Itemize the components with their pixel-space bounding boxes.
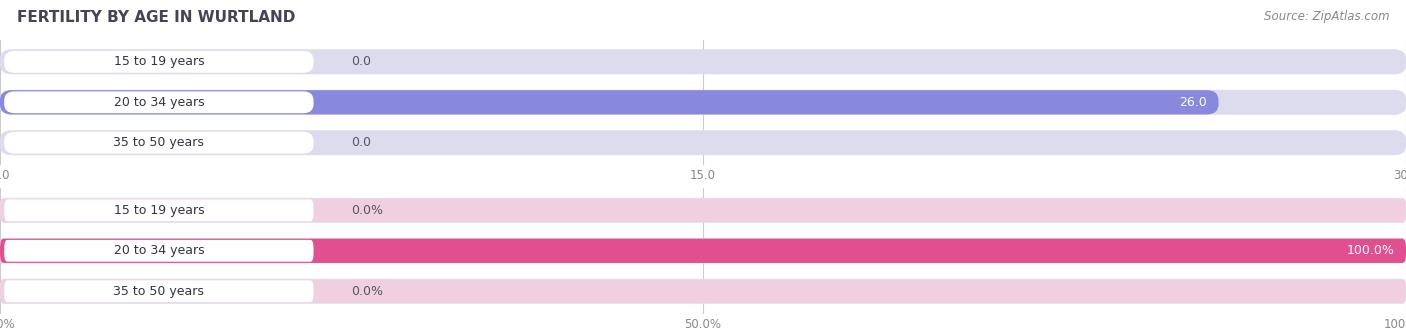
FancyBboxPatch shape xyxy=(4,240,314,262)
FancyBboxPatch shape xyxy=(0,50,1406,74)
Text: 0.0%: 0.0% xyxy=(352,204,384,217)
Text: 100.0%: 100.0% xyxy=(1347,244,1395,257)
Text: FERTILITY BY AGE IN WURTLAND: FERTILITY BY AGE IN WURTLAND xyxy=(17,10,295,25)
Text: 0.0: 0.0 xyxy=(352,55,371,68)
Text: 15 to 19 years: 15 to 19 years xyxy=(114,204,204,217)
FancyBboxPatch shape xyxy=(4,51,314,73)
Text: 26.0: 26.0 xyxy=(1180,96,1208,109)
Text: 0.0%: 0.0% xyxy=(352,285,384,298)
Text: 35 to 50 years: 35 to 50 years xyxy=(114,136,204,149)
FancyBboxPatch shape xyxy=(0,239,1406,263)
FancyBboxPatch shape xyxy=(0,198,1406,222)
FancyBboxPatch shape xyxy=(0,239,1406,263)
Text: 0.0: 0.0 xyxy=(352,136,371,149)
FancyBboxPatch shape xyxy=(0,279,1406,303)
FancyBboxPatch shape xyxy=(4,132,314,154)
FancyBboxPatch shape xyxy=(4,199,314,221)
Text: 20 to 34 years: 20 to 34 years xyxy=(114,244,204,257)
FancyBboxPatch shape xyxy=(0,131,1406,155)
Text: 20 to 34 years: 20 to 34 years xyxy=(114,96,204,109)
Text: Source: ZipAtlas.com: Source: ZipAtlas.com xyxy=(1264,10,1389,23)
FancyBboxPatch shape xyxy=(0,90,1219,115)
Text: 35 to 50 years: 35 to 50 years xyxy=(114,285,204,298)
Text: 15 to 19 years: 15 to 19 years xyxy=(114,55,204,68)
FancyBboxPatch shape xyxy=(4,91,314,113)
FancyBboxPatch shape xyxy=(0,90,1406,115)
FancyBboxPatch shape xyxy=(4,280,314,302)
